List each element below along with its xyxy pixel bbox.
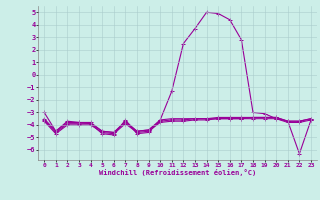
X-axis label: Windchill (Refroidissement éolien,°C): Windchill (Refroidissement éolien,°C)	[99, 169, 256, 176]
